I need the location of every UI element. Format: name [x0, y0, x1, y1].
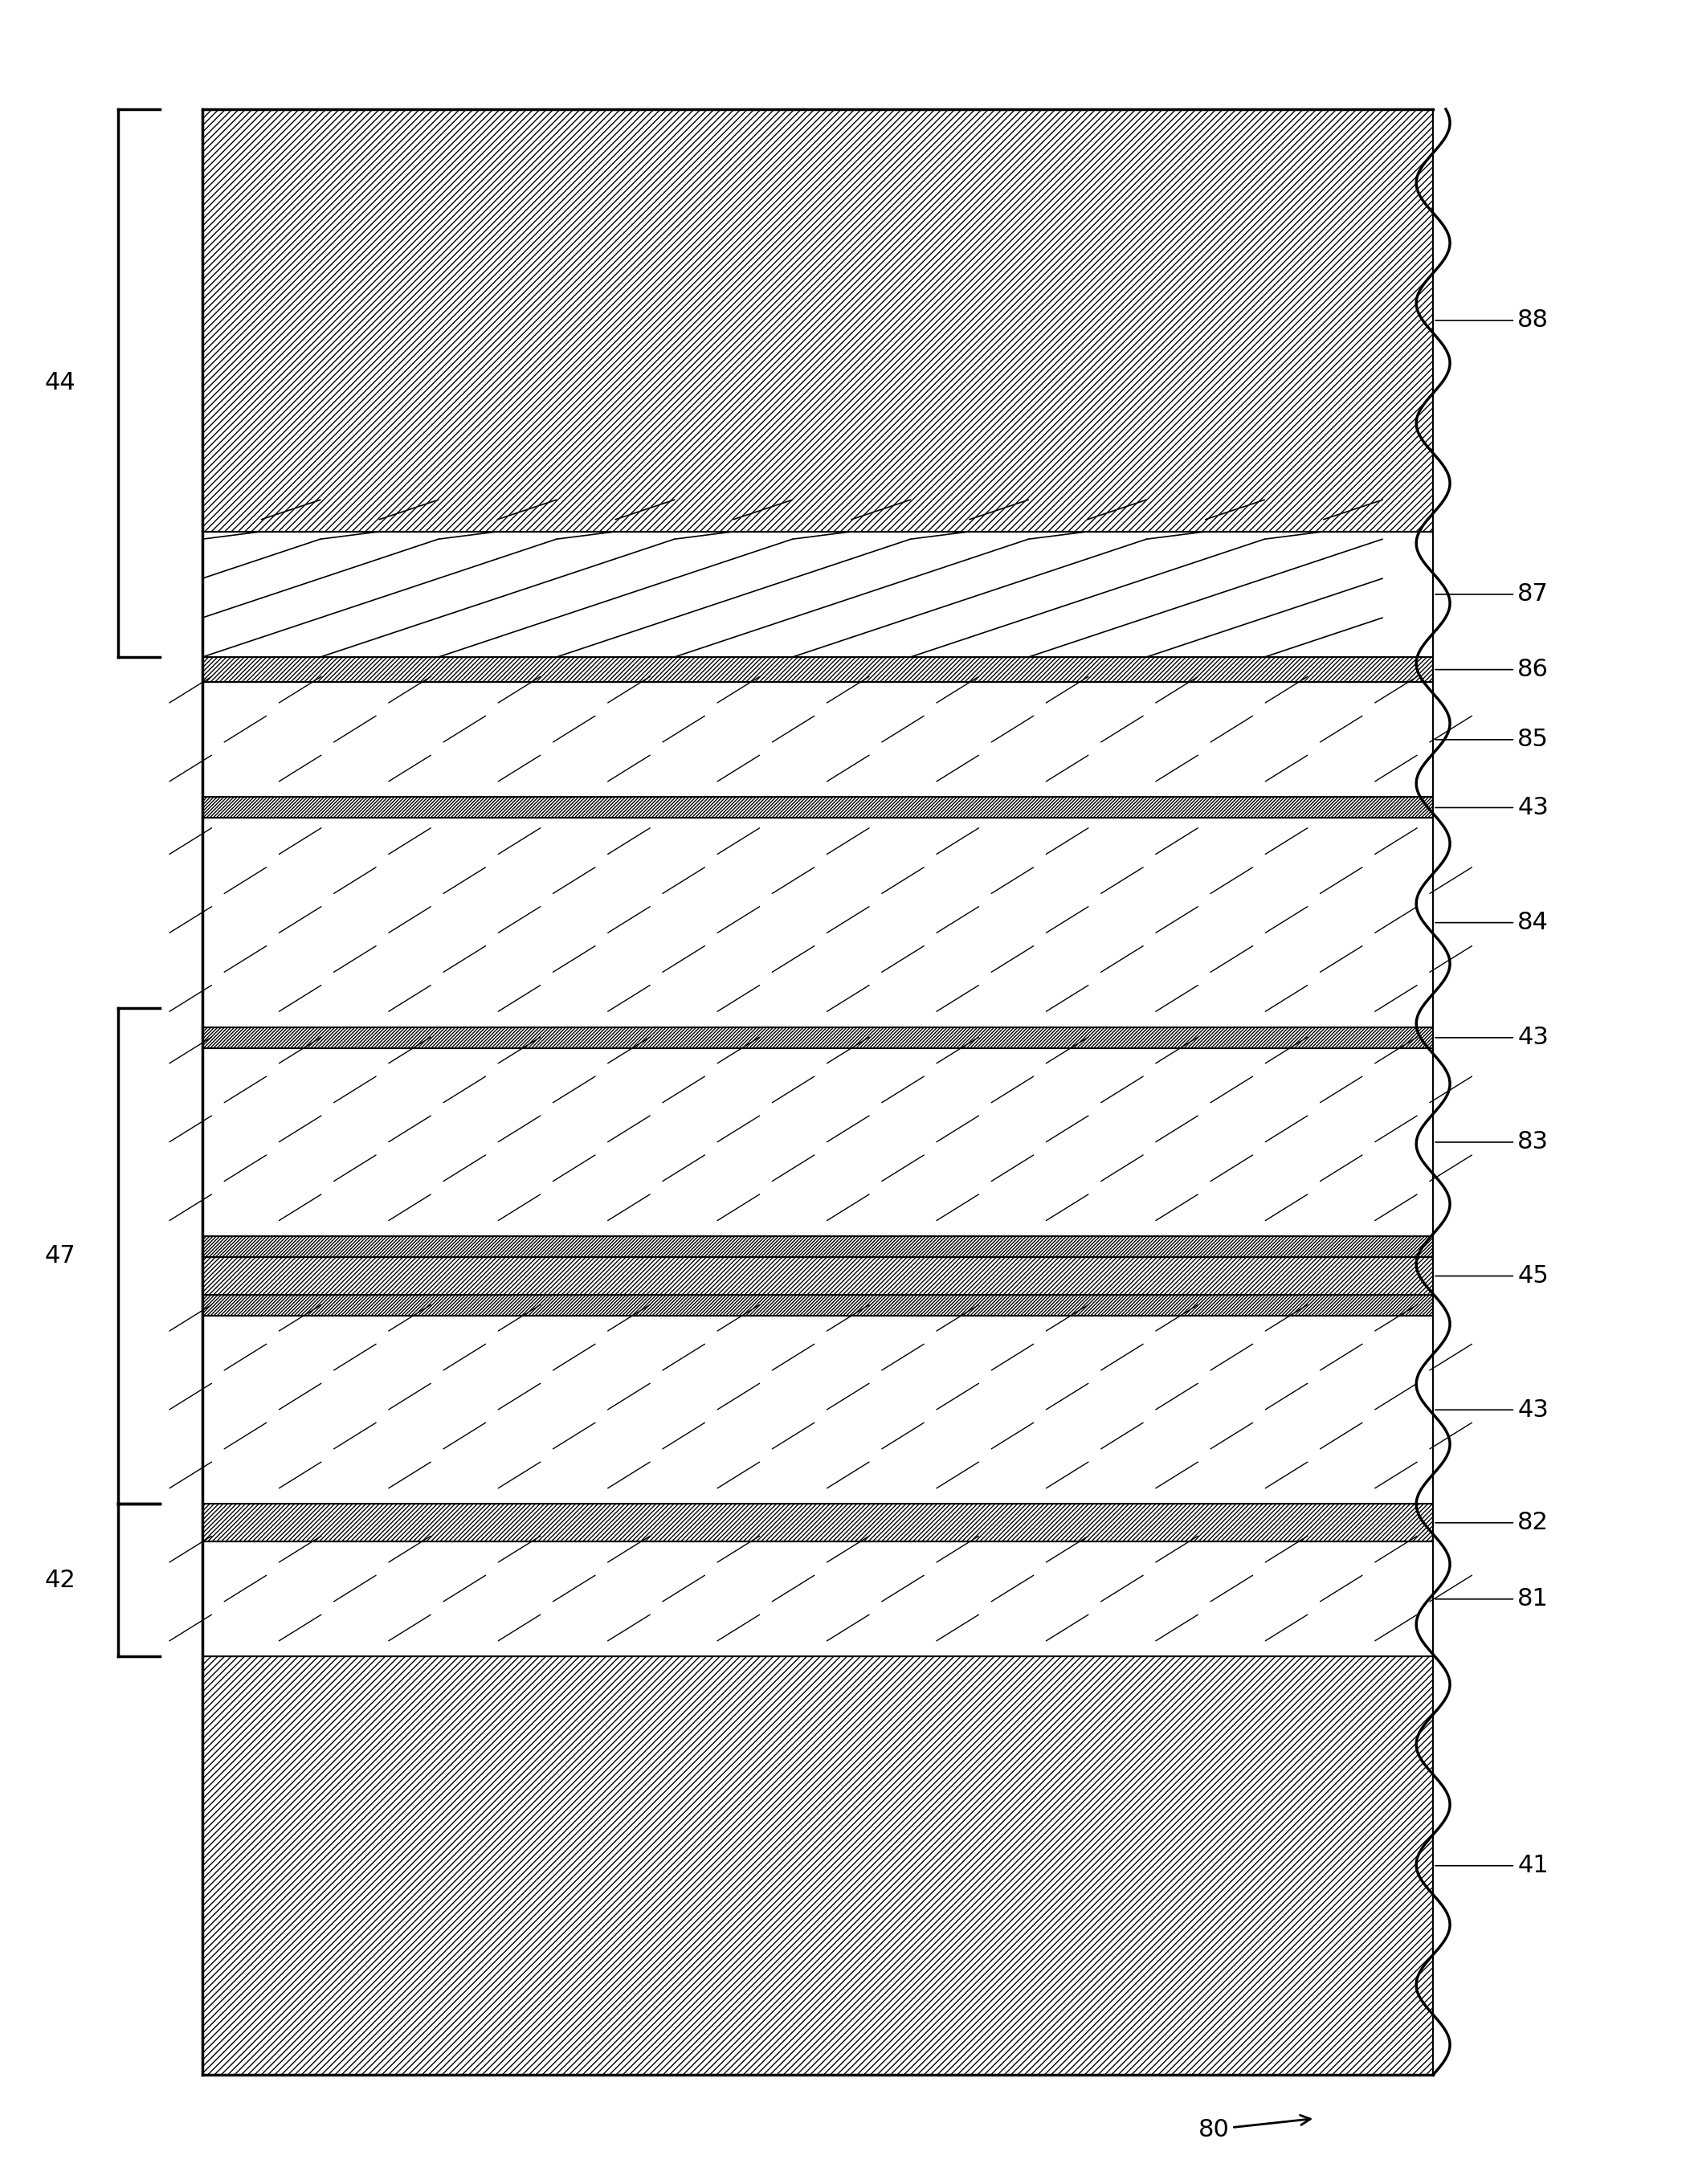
Bar [202, 109, 1433, 531]
Text: 83: 83 [1435, 1131, 1549, 1153]
Bar [202, 797, 1433, 819]
Bar [202, 1505, 1433, 1542]
Text: 43: 43 [1435, 1398, 1549, 1422]
Text: 80: 80 [1199, 2114, 1310, 2140]
Bar [202, 109, 1433, 531]
Text: 41: 41 [1435, 1854, 1548, 1878]
Bar [202, 1658, 1433, 2075]
Text: 85: 85 [1435, 727, 1549, 751]
Bar [202, 1026, 1433, 1048]
Bar [202, 681, 1433, 797]
Text: 88: 88 [1435, 308, 1549, 332]
Bar [202, 1295, 1433, 1315]
Text: 45: 45 [1435, 1265, 1548, 1289]
Bar [202, 657, 1433, 681]
Bar [202, 1658, 1433, 2075]
Text: 87: 87 [1435, 583, 1549, 605]
Bar [202, 1048, 1433, 1236]
Text: 47: 47 [46, 1245, 76, 1267]
Bar [202, 1295, 1433, 1315]
Bar [202, 657, 1433, 681]
Bar [202, 531, 1433, 657]
Bar [202, 1236, 1433, 1258]
Bar [202, 1236, 1433, 1258]
Bar [202, 819, 1433, 1026]
Text: 43: 43 [1435, 795, 1549, 819]
Text: 82: 82 [1435, 1511, 1549, 1535]
Text: 42: 42 [46, 1568, 76, 1592]
Bar [202, 797, 1433, 819]
Bar [202, 1542, 1433, 1658]
Bar [202, 1315, 1433, 1505]
Text: 81: 81 [1435, 1588, 1549, 1612]
Text: 86: 86 [1435, 657, 1549, 681]
Text: 44: 44 [46, 371, 76, 395]
Bar [202, 1026, 1433, 1048]
Text: 43: 43 [1435, 1026, 1549, 1048]
Bar [202, 1505, 1433, 1542]
Text: 84: 84 [1435, 911, 1549, 935]
Bar [202, 1258, 1433, 1295]
Bar [202, 1258, 1433, 1295]
